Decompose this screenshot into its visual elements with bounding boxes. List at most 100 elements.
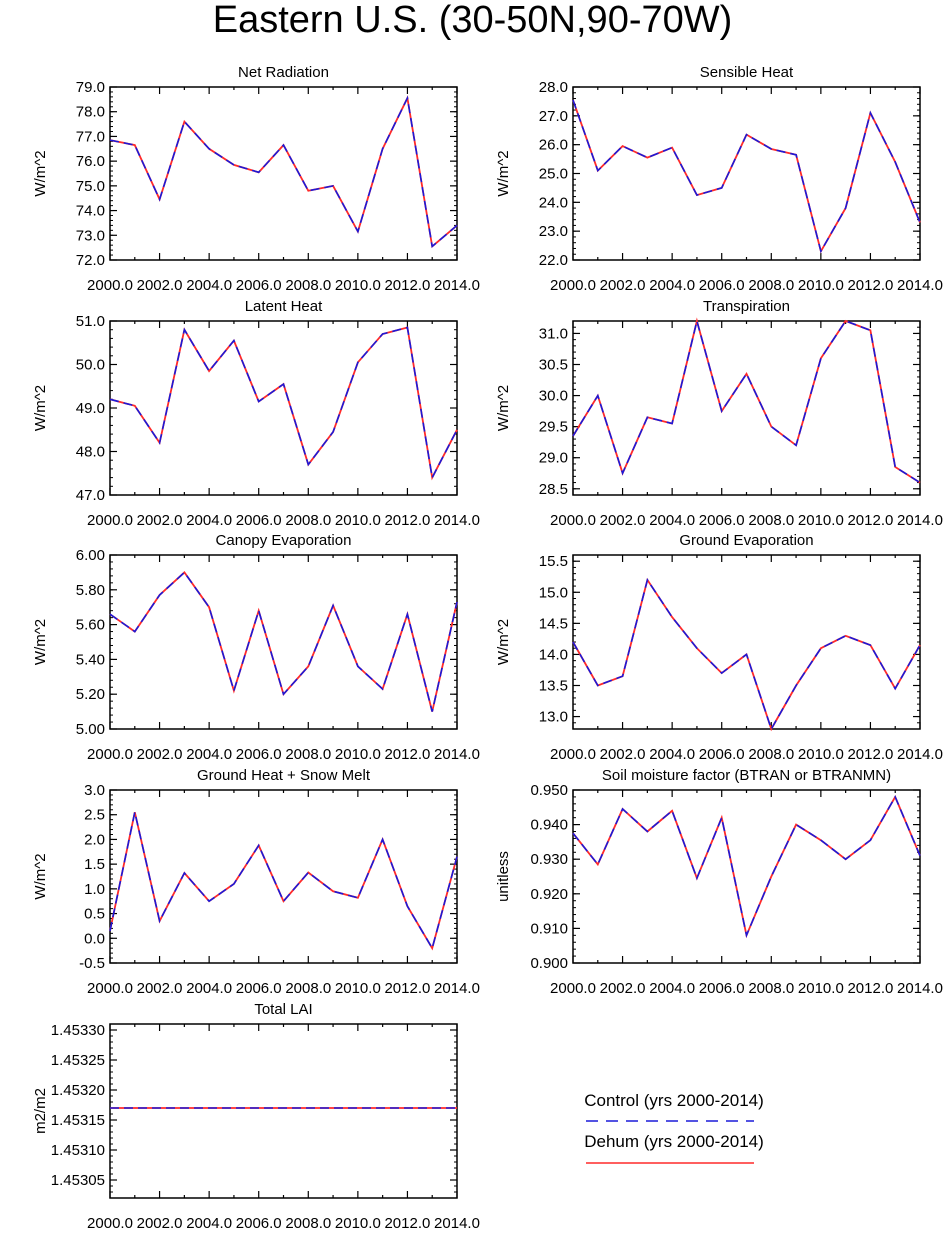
- plot-frame: [109, 320, 458, 496]
- series-line-dehum: [572, 317, 921, 484]
- plot-frame: [572, 86, 921, 261]
- x-tick-label: 2002.0: [137, 512, 183, 529]
- y-axis-label: W/m^2: [32, 385, 49, 431]
- x-tick-label: 2000.0: [87, 277, 133, 294]
- y-tick-label: 0.930: [530, 851, 568, 868]
- x-tick-label: 2012.0: [847, 277, 893, 294]
- y-tick-label: 15.5: [539, 553, 568, 570]
- x-tick-label: 2004.0: [186, 277, 232, 294]
- series-line-dehum: [109, 326, 458, 481]
- y-tick-label: 23.0: [539, 223, 568, 240]
- y-tick-label: 28.0: [539, 79, 568, 96]
- x-tick-label: 2014.0: [897, 277, 943, 294]
- x-tick-label: 2000.0: [87, 746, 133, 763]
- figure-title: Eastern U.S. (30-50N,90-70W): [212, 0, 733, 41]
- series-line-control: [572, 317, 921, 484]
- y-tick-label: 0.5: [84, 906, 105, 923]
- plot-frame: [109, 789, 458, 964]
- y-tick-label: 1.45315: [51, 1112, 105, 1129]
- y-tick-label: 74.0: [76, 203, 105, 220]
- y-tick-label: 1.45305: [51, 1172, 105, 1189]
- y-axis-label: W/m^2: [32, 619, 49, 665]
- y-tick-label: 5.40: [76, 651, 105, 668]
- y-tick-label: 3.0: [84, 782, 105, 799]
- x-tick-label: 2002.0: [137, 980, 183, 997]
- x-tick-label: 2008.0: [285, 277, 331, 294]
- plot-frame: [572, 554, 921, 730]
- y-tick-label: 6.00: [76, 547, 105, 564]
- y-tick-label: 47.0: [76, 487, 105, 504]
- panel-title: Sensible Heat: [700, 64, 794, 81]
- series-line-control: [572, 795, 921, 938]
- y-tick-label: 0.910: [530, 920, 568, 937]
- plot-frame: [109, 554, 458, 730]
- x-tick-label: 2008.0: [285, 1215, 331, 1232]
- y-tick-label: 1.45310: [51, 1142, 105, 1159]
- y-tick-label: 79.0: [76, 79, 105, 96]
- x-tick-label: 2002.0: [600, 980, 646, 997]
- y-tick-label: 30.0: [539, 388, 568, 405]
- plot-frame: [109, 86, 458, 261]
- panel-soil-moisture-factor-btran-or-btranmn: Soil moisture factor (BTRAN or BTRANMN) u…: [495, 767, 943, 997]
- y-tick-label: 72.0: [76, 252, 105, 269]
- x-tick-label: 2014.0: [434, 277, 480, 294]
- x-tick-label: 2006.0: [236, 277, 282, 294]
- x-tick-label: 2008.0: [748, 277, 794, 294]
- x-tick-label: 2006.0: [699, 980, 745, 997]
- x-tick-label: 2006.0: [699, 277, 745, 294]
- y-tick-label: 25.0: [539, 166, 568, 183]
- y-tick-label: 27.0: [539, 108, 568, 125]
- y-tick-label: 77.0: [76, 128, 105, 145]
- x-tick-label: 2008.0: [748, 746, 794, 763]
- legend-label: Dehum (yrs 2000-2014): [584, 1132, 764, 1151]
- x-tick-label: 2002.0: [600, 512, 646, 529]
- x-tick-label: 2000.0: [550, 512, 596, 529]
- series-line-dehum: [109, 811, 458, 951]
- y-tick-label: 14.0: [539, 646, 568, 663]
- x-tick-label: 2008.0: [285, 746, 331, 763]
- x-tick-label: 2010.0: [798, 746, 844, 763]
- panel-title: Ground Heat + Snow Melt: [197, 767, 371, 784]
- x-tick-label: 2012.0: [847, 512, 893, 529]
- x-tick-label: 2002.0: [137, 1215, 183, 1232]
- x-tick-label: 2002.0: [600, 277, 646, 294]
- series-line-control: [109, 95, 458, 248]
- y-tick-label: 30.5: [539, 357, 568, 374]
- series-line-dehum: [572, 794, 921, 939]
- y-tick-label: 14.5: [539, 615, 568, 632]
- y-tick-label: 73.0: [76, 227, 105, 244]
- y-tick-label: 0.0: [84, 930, 105, 947]
- y-axis-label: W/m^2: [495, 150, 512, 196]
- x-tick-label: 2006.0: [699, 746, 745, 763]
- y-tick-label: 2.0: [84, 831, 105, 848]
- x-tick-label: 2006.0: [699, 512, 745, 529]
- series-line-control: [572, 99, 921, 254]
- y-tick-label: 1.45330: [51, 1022, 105, 1039]
- y-tick-label: 78.0: [76, 104, 105, 121]
- legend: Control (yrs 2000-2014) Dehum (yrs 2000-2…: [584, 1091, 764, 1164]
- y-axis-label: unitless: [495, 851, 512, 902]
- y-tick-label: 29.5: [539, 419, 568, 436]
- panel-title: Canopy Evaporation: [216, 532, 352, 549]
- y-tick-label: 1.5: [84, 856, 105, 873]
- y-tick-label: 15.0: [539, 584, 568, 601]
- y-tick-label: 0.920: [530, 886, 568, 903]
- y-tick-label: 13.0: [539, 709, 568, 726]
- x-tick-label: 2010.0: [335, 277, 381, 294]
- x-tick-label: 2004.0: [649, 277, 695, 294]
- x-tick-label: 2014.0: [897, 512, 943, 529]
- x-tick-label: 2014.0: [434, 746, 480, 763]
- x-tick-label: 2004.0: [186, 512, 232, 529]
- y-tick-label: 2.5: [84, 807, 105, 824]
- panel-title: Net Radiation: [238, 64, 329, 81]
- y-tick-label: 26.0: [539, 137, 568, 154]
- x-tick-label: 2012.0: [384, 277, 430, 294]
- y-tick-label: 50.0: [76, 357, 105, 374]
- x-tick-label: 2000.0: [550, 980, 596, 997]
- x-tick-label: 2006.0: [236, 1215, 282, 1232]
- y-tick-label: 1.0: [84, 881, 105, 898]
- y-tick-label: 0.900: [530, 955, 568, 972]
- y-tick-label: 49.0: [76, 400, 105, 417]
- y-axis-label: W/m^2: [495, 385, 512, 431]
- x-tick-label: 2008.0: [285, 512, 331, 529]
